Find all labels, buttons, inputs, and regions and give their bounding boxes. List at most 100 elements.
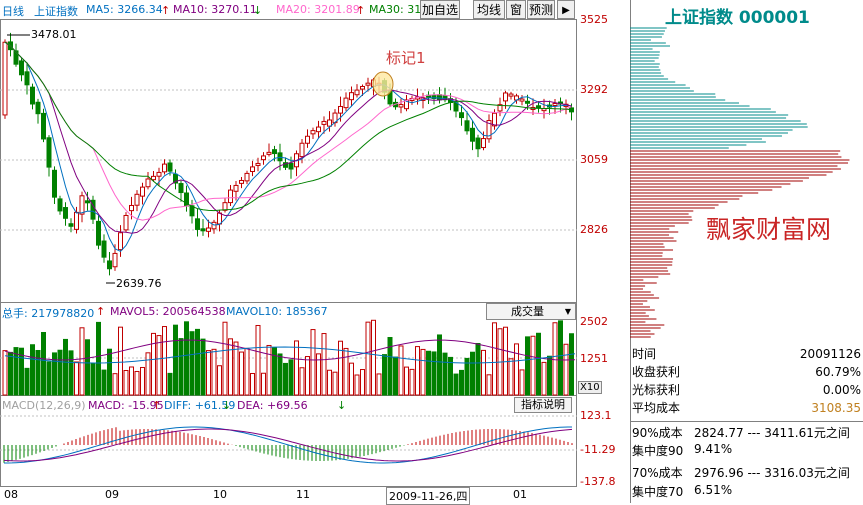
candle-body — [178, 183, 184, 194]
moving-average-button[interactable]: 均线 — [473, 0, 505, 19]
volume-bar — [437, 334, 442, 396]
diff-down-arrow-icon: ↓ — [222, 399, 232, 412]
diff-value: DIFF: +61.59 — [164, 399, 236, 412]
chip-bars — [630, 27, 850, 338]
candle-body — [24, 71, 30, 86]
candle-body — [57, 198, 63, 212]
add-favorite-button[interactable]: 加自选 — [420, 0, 460, 19]
expand-arrow-button[interactable]: ▶ — [557, 0, 575, 19]
volume-bar — [24, 367, 30, 396]
candle-body — [19, 60, 24, 76]
volume-bar — [13, 347, 19, 396]
volume-bar — [349, 362, 354, 396]
candle-body — [437, 94, 442, 101]
candle-body — [217, 212, 222, 225]
volume-bar — [233, 341, 239, 396]
macd-value: MACD: -15.95 — [88, 399, 164, 412]
candle-body — [492, 112, 497, 127]
volume-bar — [420, 348, 426, 396]
stock-chart[interactable] — [0, 0, 630, 503]
volume-bar — [426, 350, 431, 396]
macd-axis-label-3: -137.8 — [580, 475, 616, 488]
watermark-logo: 飘家财富网 — [706, 215, 832, 244]
volume-bar — [134, 370, 140, 396]
macd-pane-border — [0, 395, 577, 487]
candle-body — [266, 151, 272, 155]
candle-body — [470, 127, 475, 142]
volume-bar — [74, 361, 79, 396]
candle-body — [525, 100, 530, 104]
volume-bar — [332, 371, 338, 396]
indicator-select[interactable]: 成交量 ▼ — [486, 303, 576, 320]
volume-bar — [151, 332, 156, 396]
volume-bar — [112, 373, 118, 396]
candle-body — [123, 214, 129, 231]
volume-bar — [206, 350, 211, 396]
volume-bar — [492, 322, 497, 396]
moving-average-line — [4, 41, 572, 253]
volume-bar — [184, 321, 189, 396]
candle-body — [107, 260, 112, 270]
candle-body — [305, 135, 310, 144]
candle-body — [222, 202, 228, 211]
predict-button[interactable]: 预测 — [527, 0, 555, 19]
candle-body — [486, 120, 492, 140]
panel-divider — [630, 421, 863, 422]
candle-body — [233, 184, 239, 192]
indicator-select-label: 成交量 — [511, 305, 544, 318]
volume-bar — [63, 338, 68, 396]
volume-bar — [2, 350, 8, 396]
volume-bar — [442, 352, 448, 396]
volume-bar — [464, 357, 470, 396]
volume-bar — [382, 354, 387, 396]
candle-body — [52, 169, 57, 198]
candle-body — [46, 137, 52, 168]
volume-bar — [200, 338, 206, 396]
volume-bar — [189, 331, 195, 396]
volume-bar — [211, 348, 217, 396]
volume-bar — [68, 350, 74, 396]
candle-body — [96, 220, 101, 246]
candle-body — [316, 126, 321, 133]
marker-1-label[interactable]: 标记1 — [386, 49, 426, 67]
volume-bar — [52, 352, 57, 396]
candle-body — [464, 120, 470, 132]
volume-up-arrow-icon: ↑ — [96, 305, 106, 318]
volume-bar — [321, 333, 327, 396]
volume-bar — [96, 321, 101, 396]
ma20-up-arrow-icon: ↑ — [356, 4, 366, 17]
mavol5-value: MAVOL5: 200564538 — [110, 305, 226, 318]
candle-body — [156, 171, 162, 177]
volume-bar — [354, 374, 360, 396]
volume-total: 总手: 217978820 — [2, 307, 95, 320]
ma5-up-arrow-icon: ↑ — [161, 4, 171, 17]
candle-body — [519, 98, 525, 102]
candle-body — [255, 162, 261, 166]
info-row-time: 时间 20091126 — [632, 346, 863, 363]
marker-1-highlight[interactable] — [372, 71, 394, 97]
candle-body — [167, 162, 173, 172]
time-label: 时间 — [632, 347, 657, 361]
cursor-profit-value: 0.00% — [822, 383, 861, 397]
volume-bar — [217, 365, 222, 396]
volume-bar — [255, 324, 261, 396]
volume-bar — [46, 361, 52, 396]
indicator-help-button[interactable]: 指标说明 — [514, 397, 572, 413]
moving-average-line — [4, 41, 572, 234]
candle-body — [398, 104, 404, 108]
candle-body — [508, 93, 514, 97]
window-button[interactable]: 窗 — [506, 0, 526, 19]
info-row-cursor-profit: 光标获利 0.00% — [632, 382, 863, 399]
period-label[interactable]: 日线 — [2, 5, 24, 18]
volume-bar — [156, 335, 162, 396]
moving-average-line — [4, 41, 572, 212]
volume-bar — [514, 343, 519, 396]
time-axis-label-sep: 09 — [105, 488, 119, 501]
time-axis-label-aug: 08 — [4, 488, 18, 501]
candle-body — [90, 199, 96, 220]
volume-bar — [195, 328, 200, 396]
cost70-label: 70%成本 — [632, 466, 683, 480]
concentration70-value: 6.51% — [694, 483, 733, 497]
volume-bar — [239, 351, 244, 396]
volume-bar — [118, 326, 123, 396]
